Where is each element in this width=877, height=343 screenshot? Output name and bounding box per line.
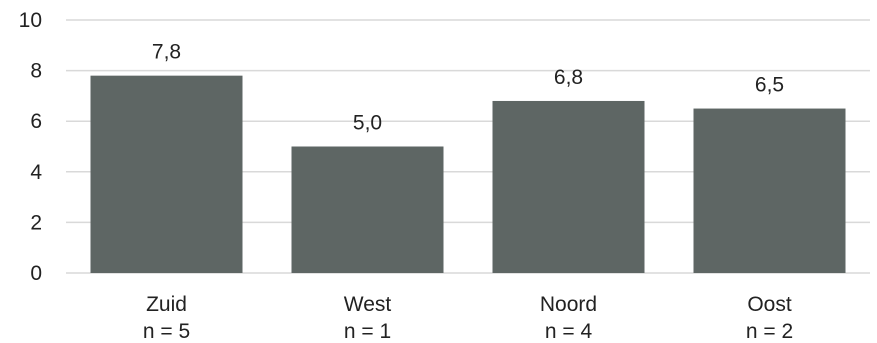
- bar-zuid: [90, 75, 243, 273]
- x-tick-label: Oost: [747, 293, 792, 316]
- x-tick-sublabel: n = 1: [344, 320, 391, 343]
- y-tick-label: 2: [30, 211, 42, 234]
- y-tick-label: 0: [30, 262, 42, 285]
- y-tick-label: 6: [30, 110, 42, 133]
- x-axis-ticks: Zuid n = 5 West n = 1 Noord n = 4 Oost n = 2: [143, 293, 793, 343]
- x-tick-label: Noord: [540, 293, 597, 316]
- bar-noord: [492, 100, 645, 274]
- data-label: 5,0: [353, 112, 382, 135]
- data-label: 6,8: [554, 66, 583, 89]
- bar-oost: [693, 108, 846, 273]
- x-tick-label: Zuid: [146, 293, 187, 316]
- bars: [90, 75, 846, 274]
- data-label: 6,5: [755, 74, 784, 97]
- y-tick-label: 4: [30, 161, 42, 184]
- x-tick-sublabel: n = 2: [746, 320, 793, 343]
- x-tick-sublabel: n = 4: [545, 320, 593, 343]
- x-tick-label: West: [344, 293, 392, 316]
- bar-west: [291, 146, 444, 273]
- data-labels: 7,8 5,0 6,8 6,5: [152, 41, 784, 135]
- y-tick-label: 8: [30, 60, 42, 83]
- data-label: 7,8: [152, 41, 181, 64]
- x-tick-sublabel: n = 5: [143, 320, 190, 343]
- y-axis-ticks: 0 2 4 6 8 10: [19, 9, 43, 285]
- y-tick-label: 10: [19, 9, 42, 32]
